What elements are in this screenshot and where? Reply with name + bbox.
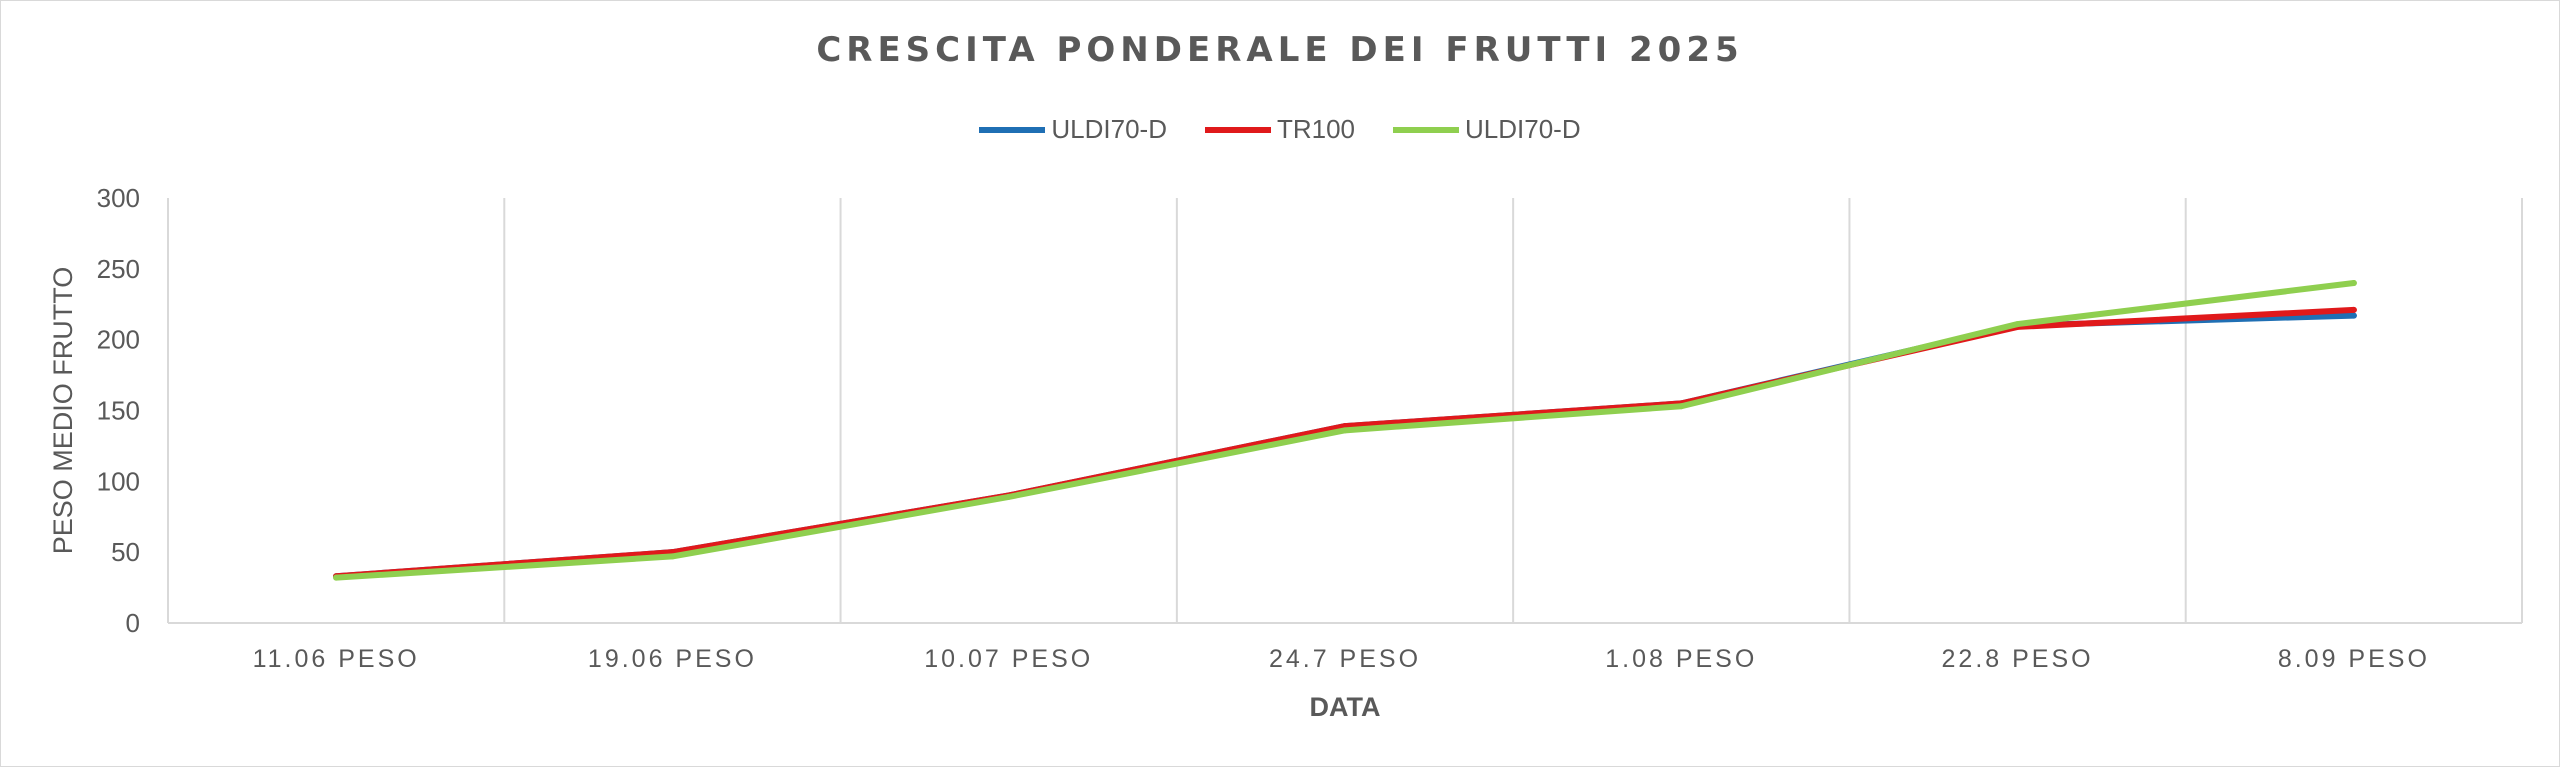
data-point-series-2 bbox=[1678, 403, 1685, 410]
x-tick-label: 22.8 PESO bbox=[1942, 645, 2094, 673]
y-tick-label: 50 bbox=[111, 537, 140, 567]
legend-item-series-1: TR100 bbox=[1204, 114, 1356, 145]
chart-title: CRESCITA PONDERALE DEI FRUTTI 2025 bbox=[816, 30, 1744, 70]
y-tick-label: 200 bbox=[97, 325, 140, 355]
legend-label-series-2: ULDI70-D bbox=[1465, 114, 1581, 144]
legend-item-series-2: ULDI70-D bbox=[1393, 114, 1581, 145]
x-tick-label: 24.7 PESO bbox=[1269, 645, 1421, 673]
legend-item-series-0: ULDI70-D bbox=[979, 114, 1167, 145]
legend-swatch-series-0 bbox=[979, 126, 1046, 133]
axis-layer: 0 50 100 150 200 250 300 11.06 PESO 19.06 PESO 10… bbox=[97, 183, 2522, 673]
x-tick-label: 1.08 PESO bbox=[1605, 645, 1757, 673]
legend-label-series-0: ULDI70-D bbox=[1051, 114, 1167, 144]
data-point-series-2 bbox=[2014, 321, 2021, 328]
y-tick-label: 150 bbox=[97, 396, 140, 426]
x-axis-title: DATA bbox=[1310, 692, 1381, 722]
data-point-series-2 bbox=[669, 553, 676, 560]
x-tick-label: 10.07 PESO bbox=[924, 645, 1093, 673]
y-tick-label: 300 bbox=[97, 183, 140, 213]
legend-swatch-series-1 bbox=[1204, 126, 1271, 133]
y-tick-label: 0 bbox=[126, 608, 140, 638]
legend-swatch-series-2 bbox=[1393, 126, 1460, 133]
x-tick-label: 19.06 PESO bbox=[588, 645, 757, 673]
data-point-series-1 bbox=[2350, 306, 2357, 313]
data-point-series-2 bbox=[1005, 493, 1012, 500]
y-axis-title: PESO MEDIO FRUTTO bbox=[48, 267, 78, 555]
chart-legend: ULDI70-D TR100 ULDI70-D bbox=[0, 114, 2560, 145]
data-point-series-2 bbox=[2350, 280, 2357, 286]
series-line-1 bbox=[333, 306, 2357, 580]
data-point-series-2 bbox=[333, 574, 340, 581]
series-layer bbox=[333, 280, 2357, 581]
x-tick-label: 8.09 PESO bbox=[2278, 645, 2430, 673]
y-tick-label: 250 bbox=[97, 254, 140, 284]
data-point-series-0 bbox=[2350, 312, 2357, 319]
y-tick-label: 100 bbox=[97, 466, 140, 496]
x-tick-label: 11.06 PESO bbox=[253, 645, 420, 673]
data-point-series-2 bbox=[1342, 427, 1348, 434]
legend-label-series-1: TR100 bbox=[1276, 114, 1356, 144]
grid-layer bbox=[167, 198, 2523, 623]
series-line-0 bbox=[333, 312, 2357, 580]
